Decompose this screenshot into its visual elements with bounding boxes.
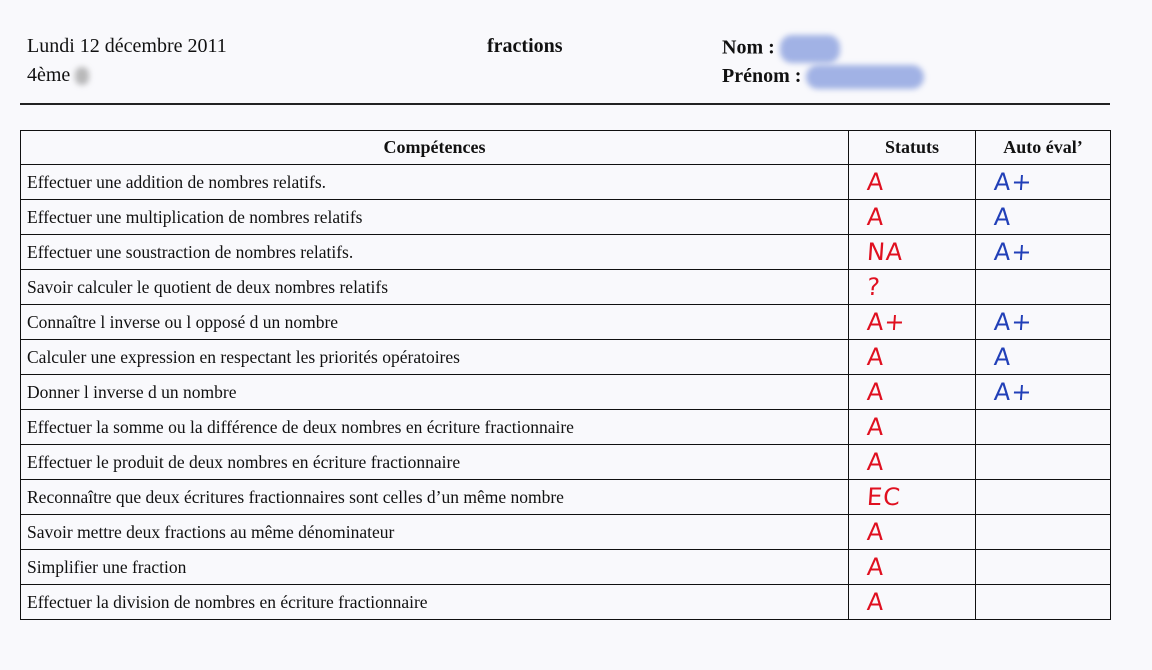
statut-mark: A <box>866 343 886 371</box>
statut-cell: A <box>848 444 976 480</box>
statut-cell: A <box>848 409 976 445</box>
table-row: Effectuer une multiplication de nombres … <box>20 199 1111 235</box>
statut-cell: A+ <box>848 304 976 340</box>
statut-mark: A <box>866 168 886 196</box>
subject-title: fractions <box>487 35 563 57</box>
statut-cell: NA <box>848 234 976 270</box>
table-row: Savoir calculer le quotient de deux nomb… <box>20 269 1111 305</box>
auto-eval-cell <box>975 584 1111 620</box>
prenom-field: Prénom : <box>722 65 925 90</box>
header-competences: Compétences <box>20 130 849 165</box>
statut-mark: A <box>866 588 886 616</box>
statut-mark: A <box>866 413 886 441</box>
competence-cell: Calculer une expression en respectant le… <box>20 339 849 375</box>
redacted-nom <box>779 35 840 63</box>
statut-mark: A <box>866 448 886 476</box>
statut-cell: A <box>848 584 976 620</box>
table-header-row: Compétences Statuts Auto éval’ <box>20 130 1111 165</box>
table-row: Simplifier une fraction A <box>20 549 1111 585</box>
auto-eval-cell: A <box>975 199 1111 235</box>
table-row: Effectuer la somme ou la différence de d… <box>20 409 1111 445</box>
statut-mark: ? <box>866 273 882 301</box>
statut-cell: EC <box>848 479 976 515</box>
competence-cell: Effectuer la division de nombres en écri… <box>20 584 849 620</box>
table-row: Effectuer la division de nombres en écri… <box>20 584 1111 620</box>
competence-cell: Effectuer une multiplication de nombres … <box>20 199 849 235</box>
table-row: Reconnaître que deux écritures fractionn… <box>20 479 1111 515</box>
table-row: Savoir mettre deux fractions au même dén… <box>20 514 1111 550</box>
competence-cell: Effectuer une addition de nombres relati… <box>20 164 849 200</box>
auto-eval-cell: A+ <box>975 164 1111 200</box>
redacted-prenom <box>806 65 925 90</box>
statut-cell: A <box>848 164 976 200</box>
redacted-class <box>75 67 90 86</box>
statut-cell: A <box>848 374 976 410</box>
auto-eval-cell <box>975 444 1111 480</box>
table-row: Effectuer une addition de nombres relati… <box>20 164 1111 200</box>
table-row: Effectuer une soustraction de nombres re… <box>20 234 1111 270</box>
date: Lundi 12 décembre 2011 <box>27 35 227 57</box>
statut-cell: ? <box>848 269 976 305</box>
competence-cell: Simplifier une fraction <box>20 549 849 585</box>
auto-eval-cell: A+ <box>975 304 1111 340</box>
statut-mark: A <box>866 378 886 406</box>
statut-cell: A <box>848 514 976 550</box>
class-label: 4ème <box>27 64 90 87</box>
prenom-label: Prénom : <box>722 65 802 87</box>
statut-mark: NA <box>866 238 905 266</box>
competence-cell: Savoir mettre deux fractions au même dén… <box>20 514 849 550</box>
nom-label: Nom : <box>722 36 775 59</box>
statut-cell: A <box>848 199 976 235</box>
auto-eval-cell: A+ <box>975 374 1111 410</box>
header-divider <box>20 103 1110 105</box>
competences-table: Compétences Statuts Auto éval’ Effectuer… <box>20 130 1111 620</box>
header-statuts: Statuts <box>848 130 976 165</box>
competence-cell: Savoir calculer le quotient de deux nomb… <box>20 269 849 305</box>
statut-mark: A <box>866 203 886 231</box>
statut-cell: A <box>848 549 976 585</box>
auto-eval-cell <box>975 479 1111 515</box>
auto-eval-cell <box>975 409 1111 445</box>
competence-cell: Reconnaître que deux écritures fractionn… <box>20 479 849 515</box>
auto-eval-cell <box>975 269 1111 305</box>
header-auto-eval: Auto éval’ <box>975 130 1111 165</box>
table-row: Effectuer le produit de deux nombres en … <box>20 444 1111 480</box>
auto-eval-mark: A <box>993 203 1013 231</box>
auto-eval-mark: A+ <box>993 308 1034 336</box>
competence-cell: Effectuer la somme ou la différence de d… <box>20 409 849 445</box>
auto-eval-mark: A <box>993 343 1013 371</box>
statut-mark: EC <box>866 483 902 511</box>
table-row: Donner l inverse d un nombre A A+ <box>20 374 1111 410</box>
auto-eval-mark: A+ <box>993 238 1034 266</box>
competence-cell: Effectuer le produit de deux nombres en … <box>20 444 849 480</box>
competence-cell: Donner l inverse d un nombre <box>20 374 849 410</box>
auto-eval-cell: A+ <box>975 234 1111 270</box>
statut-mark: A+ <box>866 308 907 336</box>
competence-cell: Connaître l inverse ou l opposé d un nom… <box>20 304 849 340</box>
auto-eval-mark: A+ <box>993 378 1034 406</box>
auto-eval-cell: A <box>975 339 1111 375</box>
auto-eval-cell <box>975 549 1111 585</box>
auto-eval-cell <box>975 514 1111 550</box>
statut-mark: A <box>866 553 886 581</box>
table-row: Calculer une expression en respectant le… <box>20 339 1111 375</box>
table-row: Connaître l inverse ou l opposé d un nom… <box>20 304 1111 340</box>
nom-field: Nom : <box>722 35 840 63</box>
class-text: 4ème <box>27 64 71 86</box>
statut-cell: A <box>848 339 976 375</box>
auto-eval-mark: A+ <box>993 168 1034 196</box>
competence-cell: Effectuer une soustraction de nombres re… <box>20 234 849 270</box>
statut-mark: A <box>866 518 886 546</box>
